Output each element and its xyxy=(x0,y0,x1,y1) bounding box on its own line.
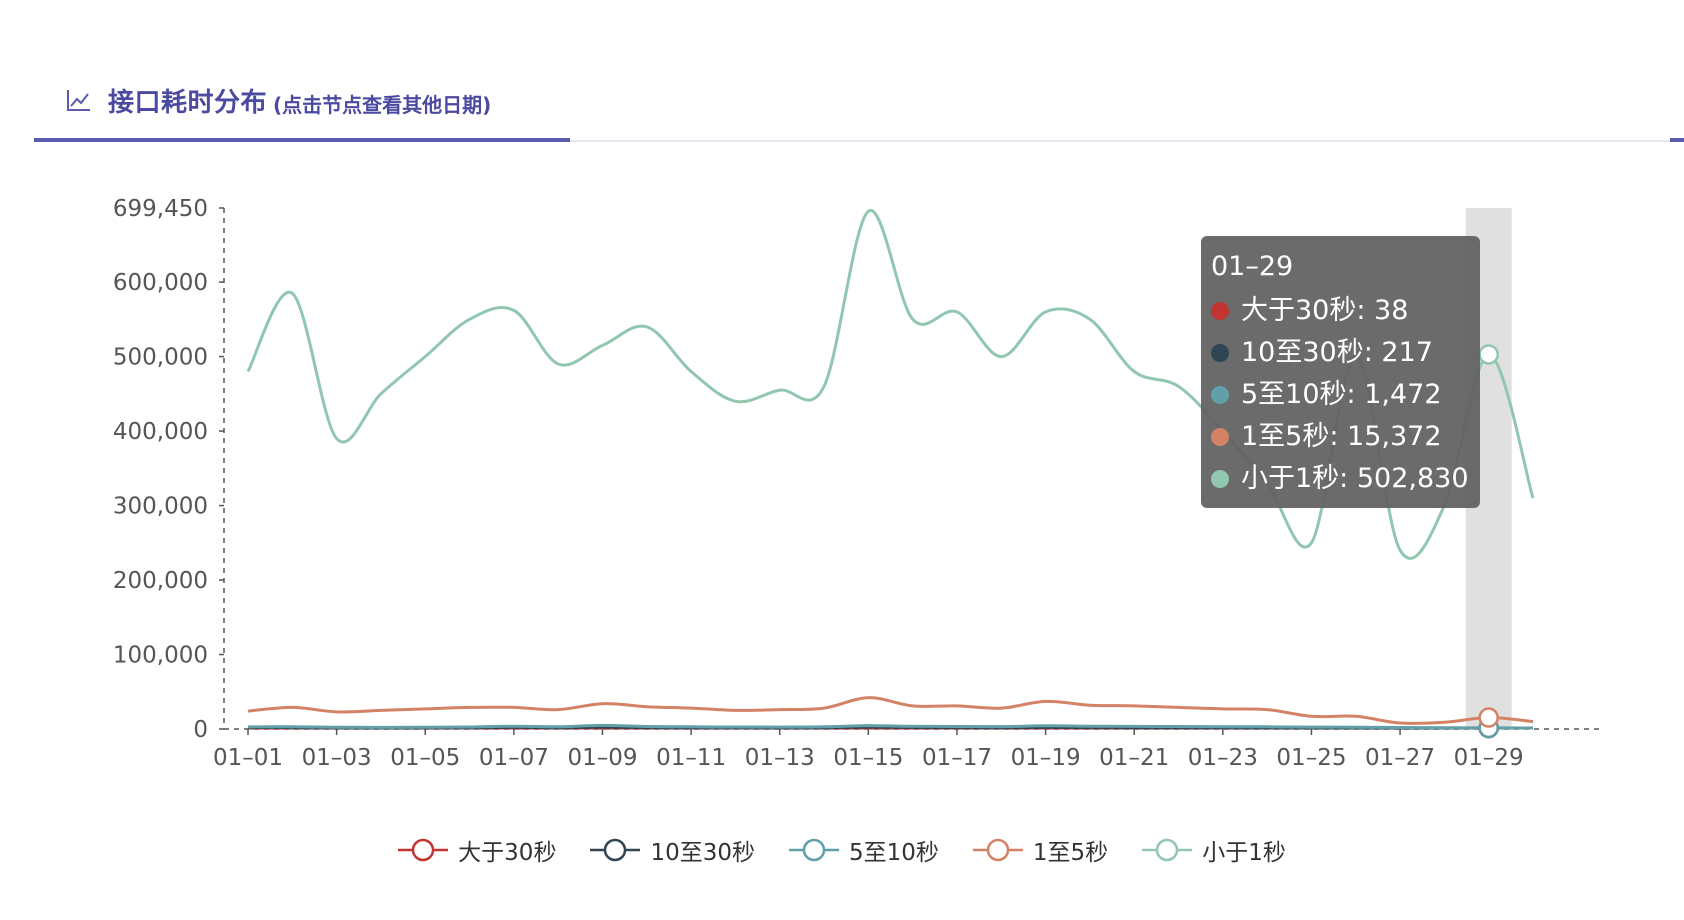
legend-label: 1至5秒 xyxy=(1032,840,1109,866)
series-line-3 xyxy=(247,696,1534,725)
chart-legend: 大于30秒 10至30秒 5至10秒 1至5秒 小于1秒 xyxy=(0,830,1684,870)
marker-layer xyxy=(1478,344,1499,739)
legend-item[interactable]: 小于1秒 xyxy=(1142,833,1286,867)
tooltip-row: 1至5秒: 15,372 xyxy=(1211,416,1470,458)
tooltip-row: 10至30秒: 217 xyxy=(1211,332,1470,374)
series-line-2 xyxy=(247,723,1534,730)
legend-label: 小于1秒 xyxy=(1202,840,1286,866)
legend-item[interactable]: 10至30秒 xyxy=(590,833,755,867)
x-tick-label: 01–07 xyxy=(479,745,549,771)
tooltip-row: 小于1秒: 502,830 xyxy=(1211,458,1470,500)
series-marker-icon xyxy=(789,838,839,862)
tooltip-date: 01–29 xyxy=(1211,251,1294,282)
series-marker-icon xyxy=(398,838,449,862)
axis-layer: 0 100,000 200,000 300,000 400,000 500,000 600,… xyxy=(113,196,1602,771)
x-tick-label: 01–23 xyxy=(1188,745,1258,771)
x-tick-label: 01–29 xyxy=(1454,745,1524,771)
series-marker-icon xyxy=(590,838,641,862)
x-tick-label: 01–15 xyxy=(833,745,903,771)
series-dot-icon xyxy=(1211,470,1229,488)
y-tick-label: 500,000 xyxy=(113,345,208,371)
x-tick-label: 01–19 xyxy=(1011,745,1081,771)
tooltip-row-label: 10至30秒: 217 xyxy=(1241,337,1433,368)
series-dot-icon xyxy=(1211,302,1229,320)
y-tick-label: 300,000 xyxy=(113,494,208,520)
tab-underline-edge xyxy=(1670,138,1684,142)
x-tick-label: 01–11 xyxy=(656,745,726,771)
x-tick-label: 01–27 xyxy=(1365,745,1435,771)
series-dot-icon xyxy=(1211,386,1229,404)
series-point-3 xyxy=(1478,707,1499,728)
panel-header: 接口耗时分布 (点击节点查看其他日期) xyxy=(66,80,491,120)
tab-underline xyxy=(34,140,1684,142)
y-tick-label: 0 xyxy=(193,717,208,743)
legend-item[interactable]: 1至5秒 xyxy=(972,833,1109,867)
legend-label: 10至30秒 xyxy=(650,840,755,866)
x-tick-label: 01–17 xyxy=(922,745,992,771)
tooltip-row-label: 1至5秒: 15,372 xyxy=(1241,421,1442,452)
legend-item[interactable]: 大于30秒 xyxy=(398,833,556,867)
series-marker-icon xyxy=(972,838,1023,862)
x-tick-label: 01–21 xyxy=(1099,745,1169,771)
chart-tooltip: 01–29 大于30秒: 38 10至30秒: 217 5至10秒: 1,472 1至… xyxy=(1201,236,1480,508)
series-point-4 xyxy=(1478,344,1499,365)
y-tick-label: 200,000 xyxy=(113,568,208,594)
line-chart-icon xyxy=(66,88,92,112)
panel-title: 接口耗时分布 xyxy=(108,87,268,118)
x-tick-label: 01–03 xyxy=(302,745,372,771)
x-tick-label: 01–01 xyxy=(213,745,283,771)
y-tick-label: 600,000 xyxy=(113,270,208,296)
series-marker-icon xyxy=(1142,838,1193,862)
series-dot-icon xyxy=(1211,428,1229,446)
x-tick-label: 01–05 xyxy=(390,745,460,771)
x-tick-label: 01–09 xyxy=(567,745,637,771)
tooltip-row-label: 大于30秒: 38 xyxy=(1241,295,1409,326)
tab-underline-active xyxy=(34,138,570,142)
legend-label: 5至10秒 xyxy=(849,840,939,866)
legend-label: 大于30秒 xyxy=(458,840,557,866)
y-tick-label: 400,000 xyxy=(113,419,208,445)
tooltip-row: 5至10秒: 1,472 xyxy=(1211,374,1470,416)
tooltip-row: 大于30秒: 38 xyxy=(1211,290,1470,332)
x-tick-label: 01–25 xyxy=(1276,745,1346,771)
series-dot-icon xyxy=(1211,344,1229,362)
tooltip-row-label: 小于1秒: 502,830 xyxy=(1241,463,1469,494)
legend-item[interactable]: 5至10秒 xyxy=(789,833,939,867)
y-tick-label: 100,000 xyxy=(113,643,208,669)
panel-subtitle: (点击节点查看其他日期) xyxy=(273,92,492,117)
tooltip-row-label: 5至10秒: 1,472 xyxy=(1241,379,1442,410)
y-tick-label: 699,450 xyxy=(113,196,208,222)
tooltip-rows: 大于30秒: 38 10至30秒: 217 5至10秒: 1,472 1至5秒: 15… xyxy=(1211,290,1470,500)
x-tick-label: 01–13 xyxy=(745,745,815,771)
